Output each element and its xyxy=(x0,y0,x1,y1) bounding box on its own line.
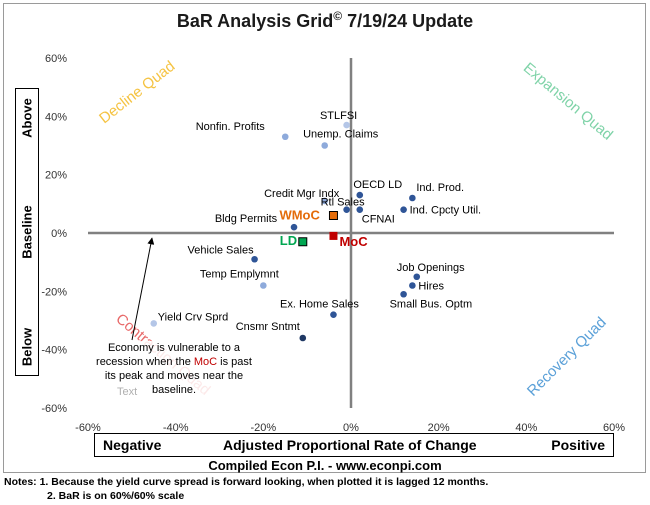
point-ld xyxy=(299,238,307,246)
point-cfnai xyxy=(356,206,363,213)
point-temp-emplymnt xyxy=(260,282,267,289)
point-wmoc xyxy=(329,212,337,220)
x-axis-title: Adjusted Proportional Rate of Change xyxy=(223,437,477,453)
label-ind-prod: Ind. Prod. xyxy=(416,182,464,194)
y-tick-label: 20% xyxy=(45,170,67,182)
label-small-bus-optm: Small Bus. Optm xyxy=(390,298,473,310)
point-ind-prod xyxy=(409,195,416,202)
point-vehicle-sales xyxy=(251,256,258,263)
point-hires xyxy=(409,282,416,289)
label-nonfin-profits: Nonfin. Profits xyxy=(196,121,266,133)
quadrant-label-recovery: Recovery Quad xyxy=(524,314,610,400)
label-temp-emplymnt: Temp Emplymnt xyxy=(200,269,279,281)
point-cnsmr-sntmt xyxy=(299,335,306,342)
point-bldg-permits xyxy=(291,224,298,231)
point-moc xyxy=(329,232,337,240)
label-ld: LD xyxy=(280,233,297,248)
y-tick-label: -60% xyxy=(41,403,67,415)
y-label-below: Below xyxy=(20,328,35,366)
note-2: 2. BaR is on 60%/60% scale xyxy=(4,489,488,503)
y-tick-label: -40% xyxy=(41,345,67,357)
quadrant-label-decline: Decline Quad xyxy=(96,58,178,127)
x-label-negative: Negative xyxy=(103,437,161,453)
credit-line: Compiled Econ P.I. - www.econpi.com xyxy=(0,458,650,473)
label-job-openings: Job Openings xyxy=(397,262,465,274)
note-1: Notes: 1. Because the yield curve spread… xyxy=(4,475,488,489)
label-wmoc: WMoC xyxy=(279,208,320,223)
point-small-bus-optm xyxy=(400,291,407,298)
label-ex-home-sales: Ex. Home Sales xyxy=(280,299,359,311)
y-label-above: Above xyxy=(20,98,35,138)
label-ind-cpcty-util: Ind. Cpcty Util. xyxy=(410,205,482,217)
notes: Notes: 1. Because the yield curve spread… xyxy=(4,475,488,503)
point-job-openings xyxy=(413,273,420,280)
label-hires: Hires xyxy=(418,281,444,293)
y-tick-label: 0% xyxy=(51,228,67,240)
point-stlfsi xyxy=(343,122,350,129)
point-ex-home-sales xyxy=(330,311,337,318)
label-vehicle-sales: Vehicle Sales xyxy=(188,244,255,256)
y-tick-label: 40% xyxy=(45,111,67,123)
label-moc: MoC xyxy=(339,234,368,249)
point-yield-crv-sprd xyxy=(150,320,157,327)
quadrant-label-expansion: Expansion Quad xyxy=(520,59,616,143)
point-unemp-claims xyxy=(321,142,328,149)
label-cfnai: CFNAI xyxy=(362,214,395,226)
point-ind-cpcty-util xyxy=(400,206,407,213)
y-label-baseline: Baseline xyxy=(20,205,35,258)
label-cnsmr-sntmt: Cnsmr Sntmt xyxy=(236,321,300,333)
label-stlfsi: STLFSI xyxy=(320,110,357,122)
label-bldg-permits: Bldg Permits xyxy=(215,213,278,225)
recession-annotation: Economy is vulnerable to a recession whe… xyxy=(88,341,260,397)
y-tick-label: -20% xyxy=(41,286,67,298)
ghost-textbox: Text xyxy=(117,386,137,398)
x-label-positive: Positive xyxy=(551,437,605,453)
label-unemp-claims: Unemp. Claims xyxy=(303,129,379,141)
label-oecd-ld: OECD LD xyxy=(353,179,402,191)
label-yield-crv-sprd: Yield Crv Sprd xyxy=(158,311,229,323)
scatter-plot: Decline QuadExpansion QuadContraction Qu… xyxy=(0,0,650,505)
point-nonfin-profits xyxy=(282,133,289,140)
x-axis-label-box: Negative Adjusted Proportional Rate of C… xyxy=(94,433,614,457)
y-tick-label: 60% xyxy=(45,53,67,65)
